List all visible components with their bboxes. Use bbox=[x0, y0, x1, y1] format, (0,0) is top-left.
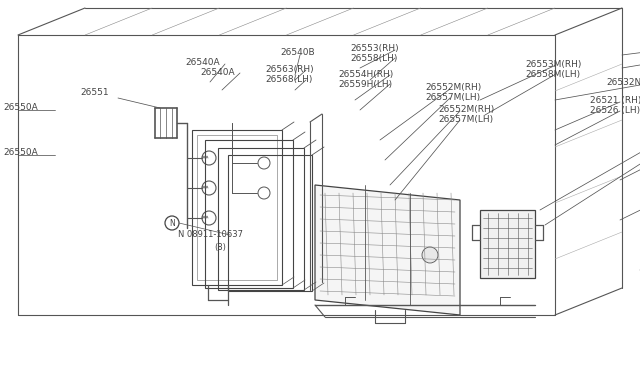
Text: 26559H(LH): 26559H(LH) bbox=[338, 80, 392, 89]
Text: 26554H(RH): 26554H(RH) bbox=[338, 70, 393, 79]
Text: 26540B: 26540B bbox=[280, 48, 315, 57]
Text: N 08911-10637: N 08911-10637 bbox=[178, 230, 243, 239]
Text: 26553(RH): 26553(RH) bbox=[350, 44, 399, 53]
Text: 26563(RH): 26563(RH) bbox=[265, 65, 314, 74]
Text: 26532N: 26532N bbox=[606, 78, 640, 87]
Text: N: N bbox=[169, 218, 175, 228]
Text: 26550A: 26550A bbox=[3, 103, 38, 112]
Text: 26553M(RH): 26553M(RH) bbox=[525, 60, 581, 69]
Text: 26550A: 26550A bbox=[3, 148, 38, 157]
Text: 26558(LH): 26558(LH) bbox=[350, 54, 397, 63]
Bar bbox=[480, 210, 535, 278]
Text: 26552M(RH): 26552M(RH) bbox=[438, 105, 494, 114]
Text: 26557M(LH): 26557M(LH) bbox=[425, 93, 480, 102]
Bar bbox=[218, 148, 304, 290]
Bar bbox=[205, 140, 293, 288]
Text: 26568(LH): 26568(LH) bbox=[265, 75, 312, 84]
Text: 26526 (LH): 26526 (LH) bbox=[590, 106, 640, 115]
Text: 26558M(LH): 26558M(LH) bbox=[525, 70, 580, 79]
Bar bbox=[197, 135, 277, 280]
Text: 26557M(LH): 26557M(LH) bbox=[438, 115, 493, 124]
Text: 26521 (RH): 26521 (RH) bbox=[590, 96, 640, 105]
Text: 26551: 26551 bbox=[80, 88, 109, 97]
Polygon shape bbox=[315, 185, 460, 315]
Text: 26540A: 26540A bbox=[200, 68, 235, 77]
Text: 26540A: 26540A bbox=[185, 58, 220, 67]
Bar bbox=[192, 130, 282, 285]
Text: (8): (8) bbox=[214, 243, 226, 252]
Text: 26552M(RH): 26552M(RH) bbox=[425, 83, 481, 92]
Bar bbox=[228, 155, 312, 291]
Circle shape bbox=[422, 247, 438, 263]
